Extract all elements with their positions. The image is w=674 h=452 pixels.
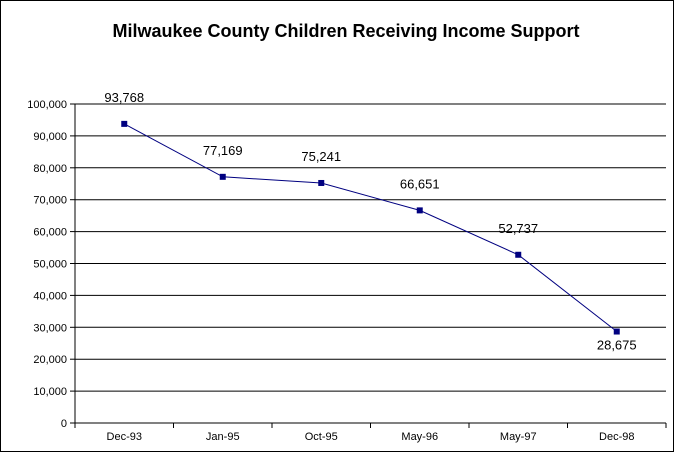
y-tick-label: 60,000 bbox=[33, 227, 67, 239]
y-tick-label: 50,000 bbox=[33, 259, 67, 271]
data-label: 75,241 bbox=[301, 149, 341, 164]
series-line-path bbox=[124, 123, 618, 332]
y-tick-label: 0 bbox=[61, 418, 67, 430]
gridlines bbox=[75, 103, 666, 392]
data-markers bbox=[121, 120, 620, 335]
x-tick-label: Oct-95 bbox=[305, 431, 338, 443]
y-tick-label: 70,000 bbox=[33, 195, 67, 207]
x-tick-label: Jan-95 bbox=[206, 431, 240, 443]
data-labels: 93,768 77,169 75,241 66,651 52,737 28,675 bbox=[104, 90, 636, 353]
data-label: 77,169 bbox=[203, 143, 243, 158]
data-point bbox=[416, 207, 423, 214]
x-tick-label: Dec-98 bbox=[599, 431, 634, 443]
y-tick-label: 100,000 bbox=[27, 99, 67, 111]
data-label: 52,737 bbox=[498, 221, 538, 236]
data-label: 66,651 bbox=[400, 176, 440, 191]
data-point bbox=[121, 120, 128, 127]
axes bbox=[70, 103, 667, 428]
data-point bbox=[515, 251, 522, 258]
x-tick-label: May-97 bbox=[500, 431, 537, 443]
data-label: 93,768 bbox=[104, 90, 144, 105]
data-point bbox=[318, 179, 325, 186]
x-tick-label: Dec-93 bbox=[107, 431, 142, 443]
y-tick-label: 30,000 bbox=[33, 322, 67, 334]
y-tick-label: 10,000 bbox=[33, 386, 67, 398]
y-tick-label: 40,000 bbox=[33, 290, 67, 302]
data-point bbox=[613, 328, 620, 335]
y-tick-labels: 0 10,000 20,000 30,000 40,000 50,000 60,000 70,… bbox=[27, 99, 67, 430]
x-tick-labels: Dec-93 Jan-95 Oct-95 May-96 May-97 Dec-98 bbox=[107, 431, 635, 443]
data-label: 28,675 bbox=[597, 338, 637, 353]
chart-title: Milwaukee County Children Receiving Inco… bbox=[112, 21, 579, 41]
x-tick-label: May-96 bbox=[401, 431, 438, 443]
y-tick-label: 80,000 bbox=[33, 163, 67, 175]
data-point bbox=[219, 173, 226, 180]
series-line bbox=[124, 123, 618, 332]
y-tick-label: 20,000 bbox=[33, 354, 67, 366]
y-tick-label: 90,000 bbox=[33, 131, 67, 143]
